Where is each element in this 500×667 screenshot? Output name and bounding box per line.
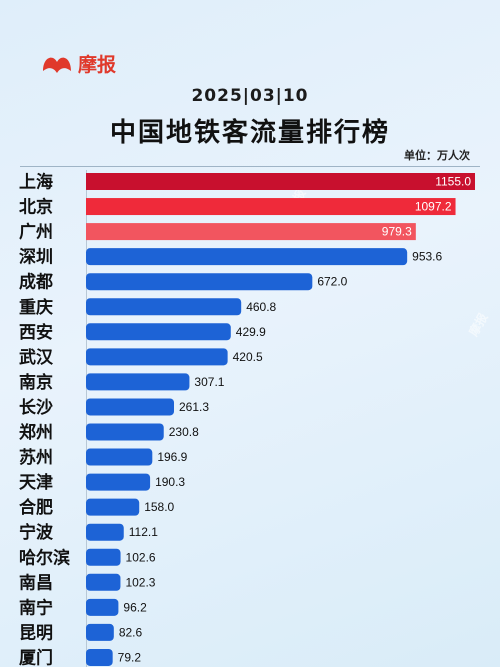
bar (86, 173, 475, 190)
bar (86, 198, 456, 216)
value-label: 82.6 (119, 625, 143, 639)
value-label: 230.8 (169, 425, 199, 439)
chart-title: 中国地铁客流量排行榜 (109, 118, 390, 148)
bar (86, 298, 242, 316)
bar (86, 648, 113, 666)
bar (86, 323, 231, 341)
value-label: 429.9 (236, 325, 266, 339)
category-label: 郑州 (19, 422, 53, 443)
category-label: 南昌 (19, 572, 53, 593)
bar (86, 573, 121, 591)
bar (86, 473, 151, 491)
value-label: 96.2 (123, 600, 147, 614)
bar (86, 273, 313, 291)
bar (86, 423, 164, 441)
bar (86, 348, 228, 366)
bar (86, 523, 124, 541)
category-label: 深圳 (19, 247, 53, 268)
category-label: 广州 (19, 222, 53, 243)
value-label: 979.3 (382, 225, 412, 239)
category-label: 宁波 (19, 522, 54, 543)
bar (86, 398, 175, 416)
value-label: 672.0 (317, 275, 347, 289)
bar (86, 373, 190, 391)
bar (86, 548, 121, 566)
category-label: 天津 (19, 472, 53, 493)
value-label: 102.3 (125, 575, 155, 589)
value-label: 261.3 (179, 400, 209, 414)
unit-label: 单位：万人次 (404, 149, 470, 162)
category-label: 北京 (19, 197, 53, 218)
bar (86, 598, 119, 616)
bar (86, 498, 140, 516)
value-label: 307.1 (194, 375, 224, 389)
value-label: 190.3 (155, 475, 185, 489)
category-label: 重庆 (19, 297, 53, 318)
category-label: 厦门 (19, 647, 53, 667)
category-label: 南宁 (19, 597, 53, 618)
brand-logo: 摩报 (40, 50, 116, 77)
value-label: 1155.0 (435, 175, 471, 189)
value-label: 158.0 (144, 500, 174, 514)
category-label: 上海 (19, 172, 53, 193)
report-date: 2025|03|10 (191, 86, 309, 106)
category-label: 合肥 (19, 497, 53, 518)
bar (86, 248, 408, 266)
value-label: 102.6 (126, 550, 156, 564)
bar (86, 623, 114, 641)
category-label: 西安 (19, 322, 53, 343)
value-label: 460.8 (246, 300, 276, 314)
category-label: 武汉 (19, 347, 54, 368)
brand-mark-icon (40, 51, 74, 77)
category-axis-line (86, 170, 87, 667)
category-label: 哈尔滨 (19, 547, 70, 568)
value-label: 112.1 (129, 525, 158, 539)
bar (86, 223, 416, 241)
value-label: 953.6 (412, 250, 442, 264)
value-label: 420.5 (233, 350, 263, 364)
header-divider (20, 166, 480, 167)
category-label: 成都 (19, 272, 53, 293)
category-label: 苏州 (19, 447, 53, 468)
category-label: 南京 (19, 372, 53, 393)
category-label: 昆明 (19, 623, 53, 643)
value-label: 1097.2 (415, 200, 452, 214)
value-label: 196.9 (157, 450, 187, 464)
bar (86, 448, 153, 466)
value-label: 79.2 (118, 650, 142, 664)
brand-name: 摩报 (78, 54, 117, 76)
category-label: 长沙 (19, 397, 53, 418)
